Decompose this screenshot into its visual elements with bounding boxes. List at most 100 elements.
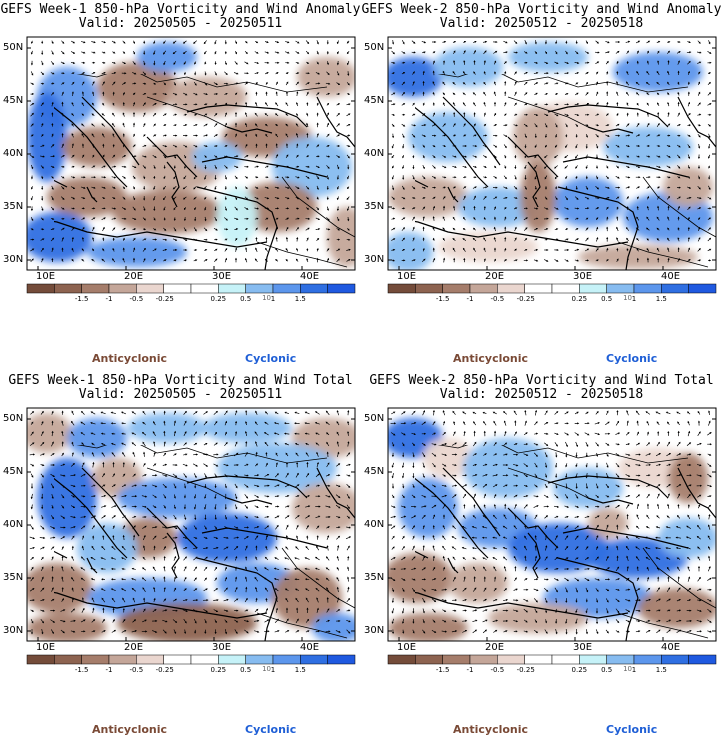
colorbar-segment (387, 283, 416, 294)
colorbar-segment (327, 654, 356, 665)
colorbar-tick-label: 0.25 (210, 295, 227, 303)
colorbar-tick-label: 0.5 (240, 666, 252, 674)
lon-label: 10E (397, 642, 417, 653)
lat-label: 35N (364, 201, 385, 212)
vorticity-shade (508, 42, 588, 72)
colorbar-tick-label: -1 (466, 666, 474, 674)
colorbar-units-mark: 10 (623, 294, 632, 302)
lat-label: 30N (3, 254, 24, 265)
country-border (437, 445, 689, 464)
coastline (447, 186, 459, 203)
vorticity-shade (27, 613, 107, 641)
colorbar-tick-label: 0.25 (571, 666, 588, 674)
coastline (54, 179, 68, 188)
lon-label: 40E (300, 271, 320, 282)
vorticity-shade (520, 162, 556, 232)
country-border (642, 547, 717, 609)
lon-label: 40E (661, 271, 681, 282)
colorbar-tick-label: 1.5 (294, 666, 306, 674)
coastline (677, 467, 717, 519)
country-border (281, 547, 356, 609)
coastline (166, 532, 180, 579)
lon-label: 20E (124, 271, 144, 282)
lon-label: 30E (573, 271, 593, 282)
coastline (264, 597, 278, 642)
colorbar-tick-label: -1 (105, 666, 113, 674)
coastline (81, 96, 140, 166)
colorbar-segment (661, 283, 689, 294)
vorticity-shade (578, 245, 698, 269)
lon-label: 30E (212, 642, 232, 653)
vorticity-shade (167, 77, 247, 117)
lon-label: 40E (661, 642, 681, 653)
colorbar-segment (272, 654, 301, 665)
coastline (81, 467, 140, 537)
cyclonic-label: Cyclonic (606, 352, 658, 365)
coastline (557, 557, 639, 599)
vorticity-shade (27, 563, 92, 613)
vorticity-shade (312, 613, 355, 641)
coastline (201, 527, 328, 549)
colorbar-segment (579, 283, 607, 294)
colorbar-segment (524, 654, 553, 665)
colorbar-tick-label: -1.5 (74, 666, 89, 674)
coastline (625, 597, 639, 642)
colorbar-tick-label: -1.5 (435, 295, 450, 303)
panel-valid-dates: Valid: 20250505 - 20250511 (78, 387, 283, 402)
vorticity-shade (117, 478, 237, 518)
country-border (281, 176, 356, 238)
coastline (226, 126, 273, 134)
panel-title: GEFS Week-2 850-hPa Vorticity and Wind A… (361, 2, 722, 17)
lat-label: 40N (364, 148, 385, 159)
coastline (547, 475, 669, 499)
anticyclonic-label: Anticyclonic (453, 352, 529, 365)
colorbar-segment (81, 654, 110, 665)
country-border (507, 467, 589, 499)
vorticity-shade (272, 137, 352, 197)
colorbar-segment (551, 283, 580, 294)
colorbar-tick-label: -0.5 (129, 295, 144, 303)
coastline (447, 557, 459, 574)
country-border (437, 74, 689, 93)
colorbar-segment (387, 654, 416, 665)
vorticity-shade (272, 568, 342, 628)
coastline (587, 497, 634, 505)
vorticity-shade (658, 518, 716, 558)
coastline (415, 550, 429, 559)
colorbar-tick-label: 1.5 (294, 295, 306, 303)
colorbar-segment (136, 654, 164, 665)
vorticity-shade (237, 182, 317, 232)
colorbar-tick-label: -0.25 (155, 666, 174, 674)
colorbar-segment (190, 283, 219, 294)
vorticity-shade (27, 92, 67, 182)
colorbar-segment (26, 654, 55, 665)
colorbar-segment (606, 654, 635, 665)
colorbar-segment (108, 654, 137, 665)
colorbar-tick-label: 0.5 (601, 666, 613, 674)
coastline (415, 220, 629, 248)
vorticity-map (26, 407, 356, 665)
colorbar-tick-label: -0.25 (516, 295, 535, 303)
coastline (415, 477, 489, 559)
colorbar-segment (415, 283, 443, 294)
lon-label: 10E (397, 271, 417, 282)
colorbar-segment (108, 283, 137, 294)
vorticity-shade (388, 613, 468, 641)
country-border (617, 241, 709, 268)
coastline (562, 527, 689, 549)
colorbar-tick-label: 1 (270, 295, 276, 303)
colorbar-tick-label: 1 (270, 666, 276, 674)
colorbar-segment (688, 654, 717, 665)
vorticity-shade (388, 57, 443, 97)
vorticity-shade (458, 187, 538, 227)
vorticity-shade (423, 438, 473, 478)
vorticity-shade (87, 237, 187, 267)
panel-valid-dates: Valid: 20250505 - 20250511 (78, 16, 283, 31)
vorticity-shade (217, 187, 257, 247)
lat-label: 35N (3, 201, 24, 212)
colorbar-segment (163, 654, 192, 665)
coastline (54, 477, 128, 559)
coastline (527, 161, 541, 208)
panel-week2-anomaly: GEFS Week-2 850-hPa Vorticity and Wind A… (361, 0, 722, 371)
vorticity-shade (62, 127, 132, 167)
